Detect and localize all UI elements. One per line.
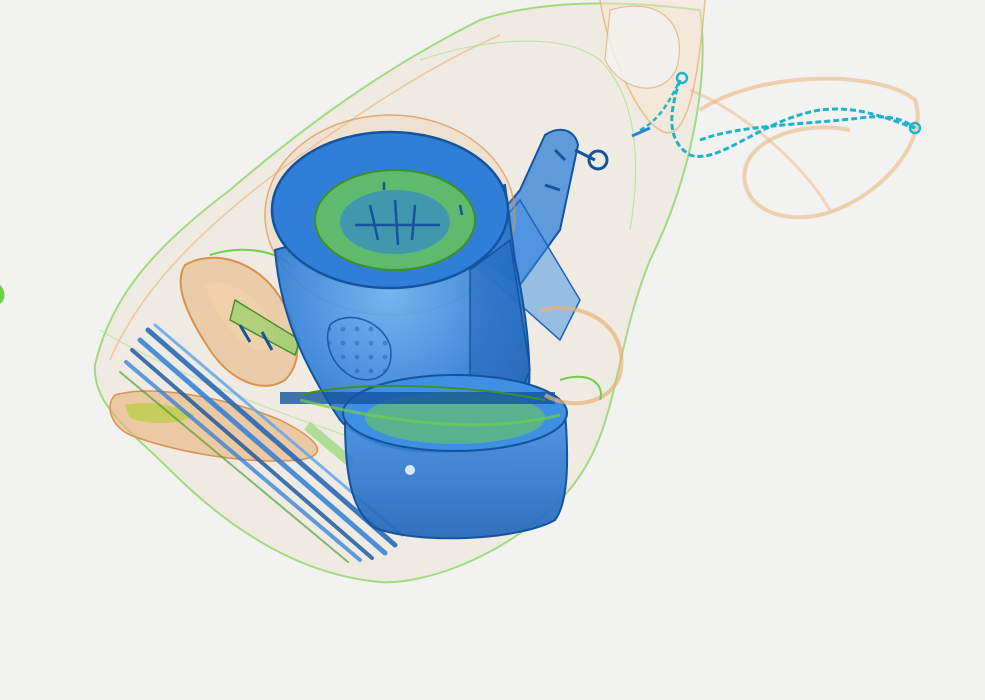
strap-loop xyxy=(689,76,920,220)
edge-mark xyxy=(0,285,5,304)
utensil-bundle xyxy=(119,323,404,563)
chain xyxy=(631,71,922,158)
round-pot xyxy=(280,374,569,540)
side-cable xyxy=(299,306,624,406)
plug xyxy=(229,298,301,357)
